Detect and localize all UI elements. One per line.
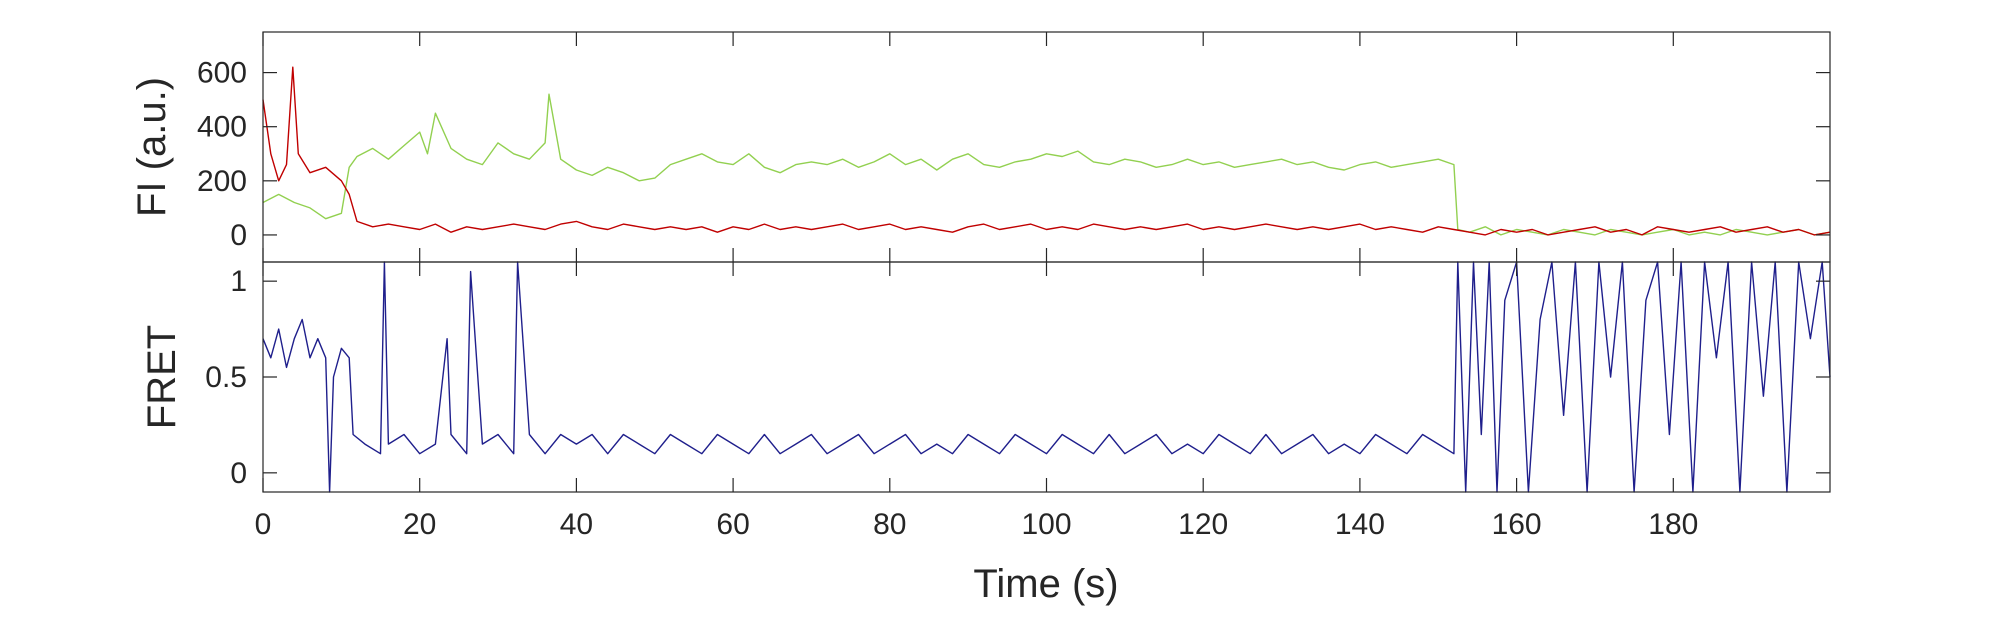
time-x-axis-label: Time (s) bbox=[973, 562, 1118, 606]
time-x-tick-label: 100 bbox=[1021, 508, 1071, 541]
time-x-tick-label: 0 bbox=[255, 508, 272, 541]
fluorescence-y-ticks: 0 200 400 600 bbox=[197, 32, 1830, 262]
time-x-tick-label: 180 bbox=[1648, 508, 1698, 541]
fret-y-tick-label: 0 bbox=[230, 457, 247, 490]
time-x-tick-label: 120 bbox=[1178, 508, 1228, 541]
fluorescence-y-tick-label: 400 bbox=[197, 111, 247, 144]
fluorescence-series-line-1 bbox=[262, 66, 1831, 236]
fret-y-tick-label: 1 bbox=[230, 265, 247, 298]
time-x-tick-label: 60 bbox=[716, 508, 749, 541]
fret-y-tick-label: 0.5 bbox=[205, 361, 247, 394]
fret-series-group bbox=[262, 261, 1831, 493]
time-x-tick-label: 40 bbox=[560, 508, 593, 541]
fluorescence-y-tick-label: 600 bbox=[197, 57, 247, 90]
time-x-tick-label: 160 bbox=[1492, 508, 1542, 541]
fluorescence-series-line-0 bbox=[262, 93, 1831, 236]
time-x-tick-label: 20 bbox=[403, 508, 436, 541]
fluorescence-series-group bbox=[262, 66, 1831, 236]
fluorescence-y-tick-label: 0 bbox=[230, 219, 247, 252]
fluorescence-y-tick-label: 200 bbox=[197, 165, 247, 198]
fret-series-line-0 bbox=[262, 261, 1831, 493]
time-x-tick-label: 80 bbox=[873, 508, 906, 541]
fret-efficiency-panel: 0 0.5 1 0 20 40 60 80 100 120 140 160 180 FRET Time … bbox=[140, 261, 1831, 606]
fret-y-axis-label: FRET bbox=[140, 325, 184, 429]
fluorescence-y-axis-label: FI (a.u.) bbox=[130, 77, 174, 217]
time-x-tick-label: 140 bbox=[1335, 508, 1385, 541]
fluorescence-intensity-panel: 0 200 400 600 FI (a.u.) bbox=[130, 31, 1831, 263]
fret-axis-ticks: 0 0.5 1 0 20 40 60 80 100 120 140 160 180 bbox=[205, 262, 1830, 541]
